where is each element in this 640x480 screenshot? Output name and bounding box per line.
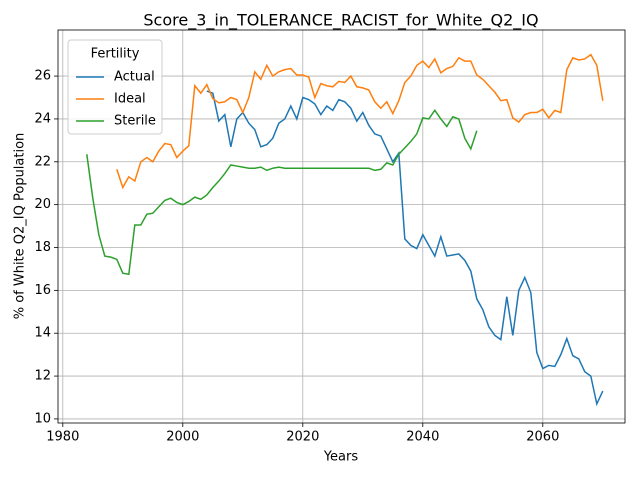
x-axis-label: Years	[323, 450, 359, 465]
data-line	[116, 53, 604, 190]
y-tick-label: 16	[34, 283, 51, 298]
y-tick-label: 26	[34, 69, 51, 84]
x-tick-label: 2020	[286, 430, 319, 445]
y-tick-label: 12	[34, 369, 51, 384]
y-tick-label: 18	[34, 240, 51, 255]
legend-label: Ideal	[114, 92, 146, 107]
data-line	[206, 90, 604, 407]
y-tick-label: 20	[34, 197, 51, 212]
x-tick-label: 1980	[46, 430, 79, 445]
legend-title: Fertility	[91, 47, 140, 62]
legend-label: Sterile	[114, 114, 156, 129]
x-tick-label: 2000	[166, 430, 199, 445]
y-tick-label: 10	[34, 411, 51, 426]
legend-label: Actual	[114, 70, 155, 85]
x-tick-label: 2040	[406, 430, 439, 445]
chart-title: Score_3_in_TOLERANCE_RACIST_for_White_Q2…	[143, 11, 538, 31]
y-axis-label: % of White Q2_IQ Population	[13, 133, 28, 320]
plot-frame	[57, 29, 626, 424]
data-line	[86, 109, 478, 276]
y-tick-label: 24	[34, 111, 51, 126]
legend-box	[67, 39, 163, 135]
y-tick-label: 22	[34, 154, 51, 169]
x-tick-label: 2060	[526, 430, 559, 445]
y-tick-label: 14	[34, 326, 51, 341]
